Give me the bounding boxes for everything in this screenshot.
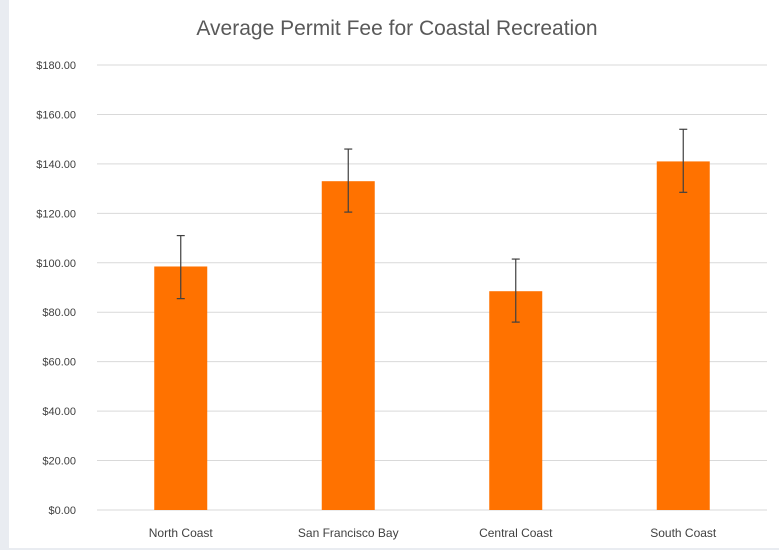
chart-background	[9, 0, 779, 548]
x-category-label: San Francisco Bay	[298, 526, 399, 540]
gridlines	[97, 64, 767, 511]
y-tick-label: $140.00	[36, 159, 76, 171]
y-tick-label: $0.00	[48, 505, 76, 517]
y-tick-label: $40.00	[42, 406, 76, 418]
y-tick-label: $80.00	[42, 307, 76, 319]
y-tick-label: $60.00	[42, 357, 76, 369]
x-category-label: North Coast	[149, 526, 214, 540]
y-tick-label: $120.00	[36, 208, 76, 220]
y-tick-label: $160.00	[36, 109, 76, 121]
bar	[154, 266, 208, 510]
x-axis-category-labels: North Coast San Francisco Bay Central Coas…	[149, 526, 717, 540]
y-axis-tick-labels: $0.00 $20.00 $40.00 $60.00 $80.00 $100.00 $120…	[36, 60, 76, 517]
bars	[154, 161, 710, 510]
x-category-label: South Coast	[650, 526, 717, 540]
y-tick-label: $180.00	[36, 60, 76, 72]
error-bars	[176, 128, 688, 323]
y-tick-label: $20.00	[42, 456, 76, 468]
y-tick-label: $100.00	[36, 258, 76, 270]
bar	[656, 161, 710, 510]
x-category-label: Central Coast	[479, 526, 553, 540]
bar	[321, 181, 375, 510]
chart-title: Average Permit Fee for Coastal Recreatio…	[196, 17, 597, 40]
bar	[489, 291, 543, 510]
